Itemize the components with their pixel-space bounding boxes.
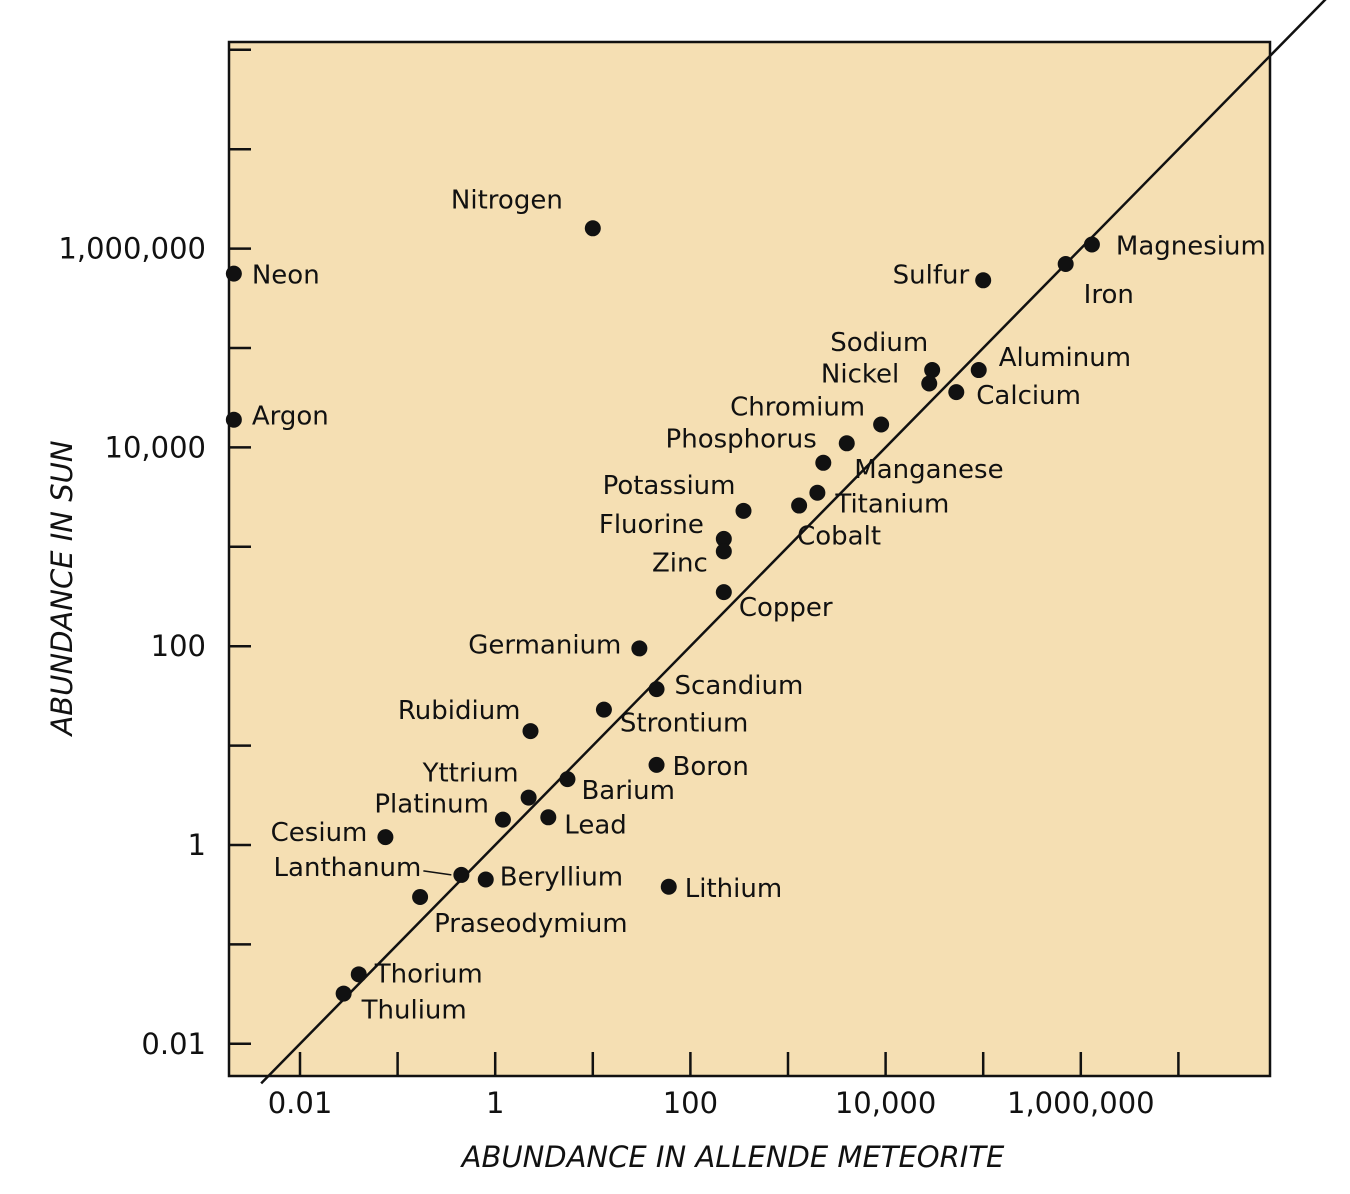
point-label-yttrium: Yttrium <box>422 759 519 789</box>
point-lanthanum <box>453 866 470 883</box>
y-tick-label: 0.01 <box>141 1027 206 1061</box>
point-label-cobalt: Cobalt <box>797 522 881 552</box>
point-fluorine <box>715 530 732 547</box>
point-boron <box>648 756 665 773</box>
point-label-copper: Copper <box>739 593 833 623</box>
point-label-argon: Argon <box>252 402 329 432</box>
point-scandium <box>648 681 665 698</box>
point-label-phosphorus: Phosphorus <box>666 424 817 454</box>
point-barium <box>559 771 576 788</box>
point-label-thulium: Thulium <box>361 996 467 1026</box>
point-argon <box>225 411 242 428</box>
point-zinc <box>715 543 732 560</box>
point-magnesium <box>1083 236 1100 253</box>
point-label-sulfur: Sulfur <box>893 260 970 290</box>
reference-line <box>260 0 1327 1085</box>
point-label-neon: Neon <box>252 261 320 291</box>
point-label-rubidium: Rubidium <box>398 696 521 726</box>
point-label-potassium: Potassium <box>603 471 736 501</box>
point-label-sodium: Sodium <box>830 328 928 358</box>
point-aluminum <box>970 362 987 379</box>
x-axis-title: ABUNDANCE IN ALLENDE METEORITE <box>460 1140 1005 1174</box>
point-label-manganese: Manganese <box>854 455 1003 485</box>
point-cesium <box>377 829 394 846</box>
point-lithium <box>660 878 677 895</box>
lanthanum-leader-line <box>423 870 452 876</box>
data-points: HeliumHydrogenCarbonOxygenNitrogenNeonAr… <box>225 185 1266 1026</box>
y-axis: 0.01 1 100 10,000 1,000,000 <box>58 48 251 1061</box>
y-tick-label: 100 <box>151 629 206 663</box>
point-germanium <box>631 640 648 657</box>
point-neon <box>225 265 242 282</box>
x-axis: 0.01 1 100 10,000 1,000,000 <box>268 1052 1180 1120</box>
point-praseodymium <box>412 888 429 905</box>
point-phosphorus <box>838 435 855 452</box>
point-thorium <box>350 966 367 983</box>
point-thulium <box>335 985 352 1002</box>
point-calcium <box>948 384 965 401</box>
point-nickel <box>921 375 938 392</box>
point-cobalt <box>791 497 808 514</box>
point-label-praseodymium: Praseodymium <box>434 909 628 939</box>
point-potassium <box>735 502 752 519</box>
point-label-lead: Lead <box>564 810 626 840</box>
point-label-barium: Barium <box>581 776 675 806</box>
point-titanium <box>809 484 826 501</box>
point-chromium <box>873 416 890 433</box>
point-platinum <box>494 811 511 828</box>
point-nitrogen <box>584 220 601 237</box>
point-label-beryllium: Beryllium <box>500 862 623 892</box>
x-tick-label: 10,000 <box>835 1086 936 1120</box>
point-label-chromium: Chromium <box>730 392 865 422</box>
x-tick-label: 1,000,000 <box>1007 1086 1155 1120</box>
point-label-platinum: Platinum <box>374 790 489 820</box>
point-beryllium <box>477 871 494 888</box>
point-label-iron: Iron <box>1084 280 1134 310</box>
y-axis-title: ABUNDANCE IN SUN <box>45 440 79 737</box>
point-label-lanthanum: Lanthanum <box>274 853 422 883</box>
point-manganese <box>815 454 832 471</box>
plot-area <box>227 40 1272 1078</box>
x-tick-label: 100 <box>663 1086 718 1120</box>
point-label-boron: Boron <box>673 752 749 782</box>
point-label-lithium: Lithium <box>685 874 782 904</box>
point-label-scandium: Scandium <box>675 671 804 701</box>
point-label-calcium: Calcium <box>976 381 1081 411</box>
point-strontium <box>595 701 612 718</box>
y-tick-label: 1 <box>188 828 206 862</box>
x-tick-label: 0.01 <box>268 1086 333 1120</box>
point-label-nitrogen: Nitrogen <box>451 185 563 215</box>
point-iron <box>1057 255 1074 272</box>
point-label-thorium: Thorium <box>374 959 483 989</box>
point-label-strontium: Strontium <box>620 709 748 739</box>
point-label-cesium: Cesium <box>271 818 368 848</box>
point-label-nickel: Nickel <box>821 359 899 389</box>
point-rubidium <box>522 723 539 740</box>
point-label-fluorine: Fluorine <box>599 510 704 540</box>
point-yttrium <box>520 789 537 806</box>
point-lead <box>540 809 557 826</box>
x-tick-label: 1 <box>486 1086 504 1120</box>
y-tick-label: 10,000 <box>105 430 206 464</box>
point-label-titanium: Titanium <box>834 490 949 520</box>
point-label-aluminum: Aluminum <box>999 343 1131 373</box>
point-label-magnesium: Magnesium <box>1116 231 1266 261</box>
point-sodium <box>924 362 941 379</box>
y-tick-label: 1,000,000 <box>58 232 206 266</box>
point-label-zinc: Zinc <box>652 548 708 578</box>
point-copper <box>715 584 732 601</box>
point-sulfur <box>975 272 992 289</box>
point-label-germanium: Germanium <box>468 630 621 660</box>
